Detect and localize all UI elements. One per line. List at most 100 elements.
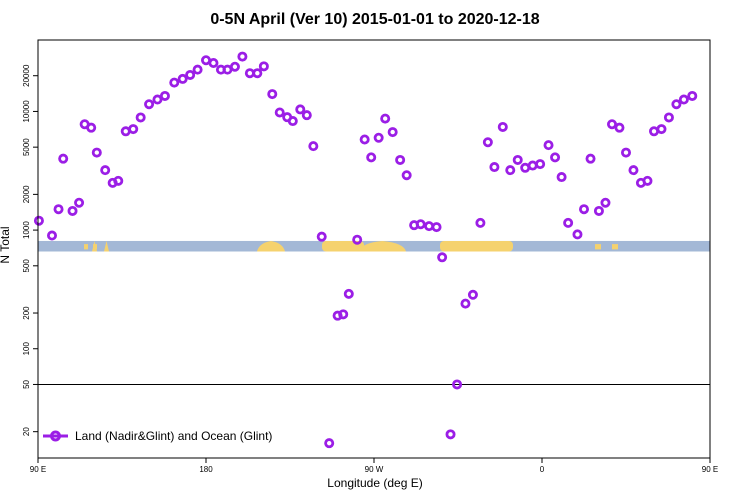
data-point (128, 124, 139, 135)
data-point (343, 288, 354, 299)
data-point (663, 112, 674, 123)
data-point (445, 429, 456, 440)
y-tick-label: 20 (22, 427, 31, 436)
data-point (489, 162, 500, 173)
chart-title: 0-5N April (Ver 10) 2015-01-01 to 2020-1… (210, 11, 539, 28)
data-point (460, 298, 471, 309)
data-point (287, 116, 298, 127)
data-point (600, 197, 611, 208)
data-point (437, 252, 448, 263)
data-point (274, 107, 285, 118)
data-point (366, 152, 377, 163)
data-point (642, 175, 653, 186)
data-point (169, 77, 180, 88)
data-points (33, 51, 698, 449)
x-tick-label: 90 W (365, 465, 384, 474)
data-point (593, 205, 604, 216)
legend-label: Land (Nadir&Glint) and Ocean (Glint) (75, 429, 272, 443)
data-point (475, 217, 486, 228)
data-point (86, 122, 97, 133)
data-point (301, 110, 312, 121)
data-point (359, 134, 370, 145)
data-point (628, 165, 639, 176)
y-tick-label: 2000 (22, 185, 31, 203)
y-axis-label: N Total (0, 226, 12, 263)
data-point (267, 89, 278, 100)
data-point (229, 61, 240, 72)
y-tick-label: 10000 (22, 100, 31, 123)
data-point (401, 170, 412, 181)
y-tick-label: 200 (22, 306, 31, 320)
data-point (380, 113, 391, 124)
y-tick-label: 50 (22, 379, 31, 388)
data-point (687, 90, 698, 101)
data-point (67, 205, 78, 216)
land-east-asia-right (104, 240, 109, 252)
data-point (497, 121, 508, 132)
data-point (585, 153, 596, 164)
data-point (467, 289, 478, 300)
x-tick-label: 90 E (702, 465, 718, 474)
data-point (295, 104, 306, 115)
data-point (395, 154, 406, 165)
x-tick-label: 90 E (30, 465, 46, 474)
data-point (563, 217, 574, 228)
y-tick-label: 100 (22, 342, 31, 356)
data-point (352, 234, 363, 245)
data-point (192, 64, 203, 75)
data-point (144, 99, 155, 110)
data-point (614, 122, 625, 133)
data-point (159, 90, 170, 101)
land-island (84, 244, 88, 250)
data-point (572, 229, 583, 240)
data-point (338, 309, 349, 320)
x-axis: 90 E 180 90 W 0 90 E (30, 458, 718, 474)
data-point (431, 222, 442, 233)
data-point (678, 94, 689, 105)
data-point (47, 230, 58, 241)
data-point (135, 112, 146, 123)
data-point (671, 99, 682, 110)
data-point (505, 165, 516, 176)
y-tick-label: 20000 (22, 64, 31, 87)
data-point (452, 379, 463, 390)
data-point (185, 69, 196, 80)
data-point (113, 175, 124, 186)
data-point (74, 197, 85, 208)
data-point (387, 127, 398, 138)
data-point (308, 141, 319, 152)
data-point (237, 51, 248, 62)
map-strip (38, 240, 710, 252)
land-south-america (257, 240, 285, 252)
data-point (252, 68, 263, 79)
legend: Land (Nadir&Glint) and Ocean (Glint) (43, 429, 272, 443)
data-point (33, 215, 44, 226)
data-point (621, 147, 632, 158)
x-axis-label: Longitude (deg E) (327, 476, 422, 490)
data-point (535, 159, 546, 170)
data-point (324, 438, 335, 449)
data-point (579, 204, 590, 215)
data-point (258, 61, 269, 72)
land-americas-block (322, 240, 364, 252)
land-island (93, 244, 97, 250)
legend-marker-swatch (50, 430, 61, 442)
data-point (512, 154, 523, 165)
data-point (415, 219, 426, 230)
land-island (612, 244, 618, 250)
data-point (656, 124, 667, 135)
data-point (177, 73, 188, 84)
land-africa-block (440, 240, 513, 252)
y-axis: 20 50 100 200 500 1000 2000 5000 10000 20000 (22, 64, 38, 436)
data-point (527, 160, 538, 171)
y-tick-label: 5000 (22, 138, 31, 156)
data-point (91, 147, 102, 158)
data-point (100, 165, 111, 176)
data-point (556, 172, 567, 183)
x-tick-label: 0 (540, 465, 545, 474)
y-tick-label: 500 (22, 259, 31, 273)
land-island (595, 244, 601, 250)
data-point (316, 231, 327, 242)
data-point (543, 140, 554, 151)
